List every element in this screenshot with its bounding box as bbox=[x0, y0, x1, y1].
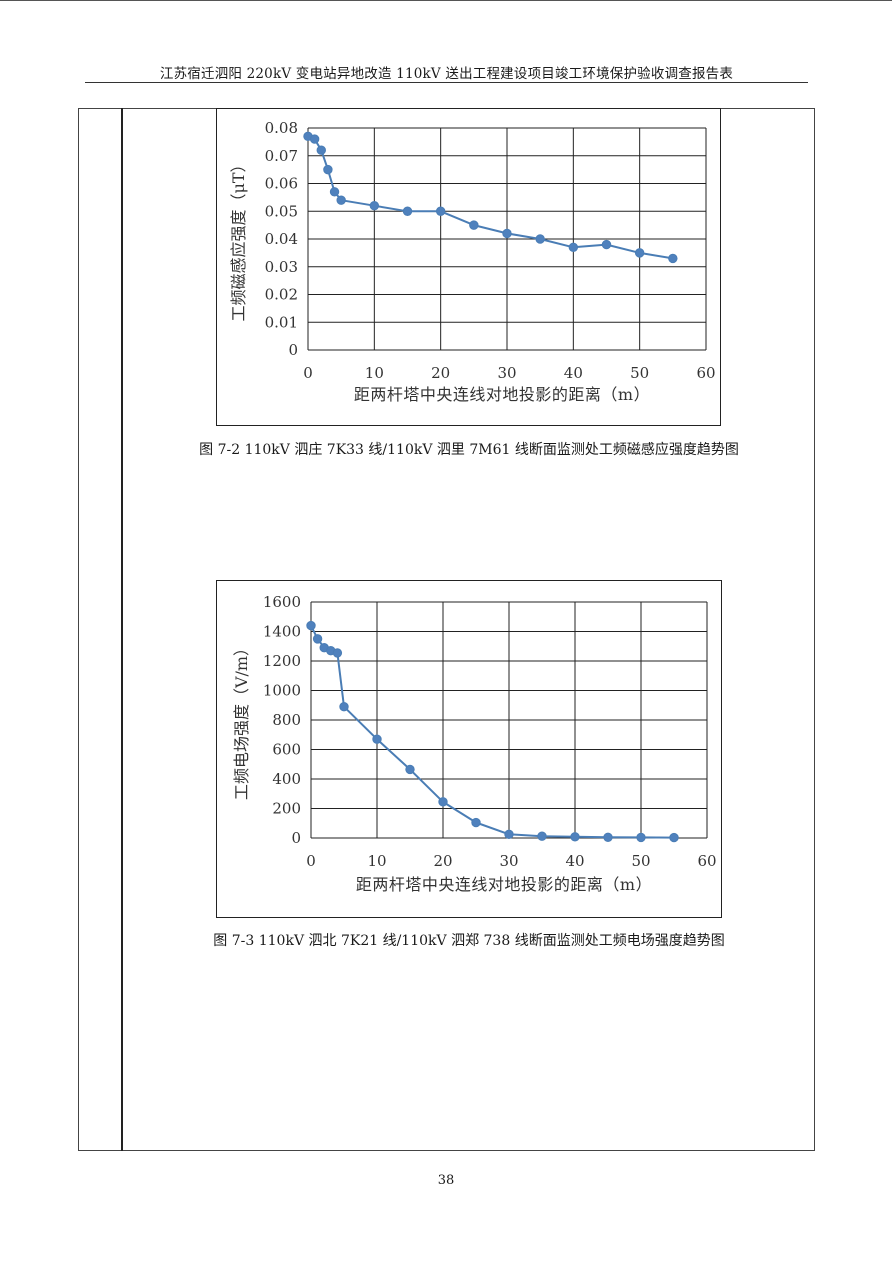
electric-y-tick-label: 1400 bbox=[263, 623, 301, 641]
magnetic-data-point bbox=[469, 220, 479, 230]
electric-x-tick-label: 20 bbox=[433, 852, 452, 870]
magnetic-y-tick-label: 0.01 bbox=[265, 313, 298, 331]
electric-x-tick-label: 10 bbox=[367, 852, 386, 870]
report-form-label-column bbox=[78, 108, 123, 1151]
electric-y-tick-label: 800 bbox=[272, 711, 301, 729]
electric-data-point bbox=[669, 832, 679, 843]
magnetic-data-point bbox=[668, 253, 678, 264]
electric-data-point bbox=[603, 832, 613, 842]
magnetic-data-point bbox=[323, 164, 333, 175]
electric-data-point bbox=[339, 702, 349, 712]
magnetic-y-tick-label: 0.05 bbox=[265, 202, 298, 220]
magnetic-data-point bbox=[601, 239, 612, 250]
magnetic-data-point bbox=[369, 201, 380, 211]
magnetic-field-chart-svg: 0 10 20 30 40 50 60 0 0.01 0.02 0.03 0.04 0.05 0.06 0.… bbox=[229, 119, 716, 404]
electric-y-tick-label: 200 bbox=[272, 800, 301, 818]
electric-data-point bbox=[570, 832, 580, 842]
electric-x-tick-label: 0 bbox=[306, 852, 316, 870]
page-number: 38 bbox=[437, 1173, 455, 1188]
electric-x-tick-label: 60 bbox=[697, 852, 716, 870]
magnetic-x-tick-label: 40 bbox=[564, 364, 583, 382]
electric-data-point bbox=[504, 829, 514, 840]
magnetic-data-point bbox=[309, 134, 320, 144]
electric-data-point bbox=[438, 797, 448, 807]
electric-field-chart: 0 10 20 30 40 50 60 0 200 400 600 800 1000 1200 1400 16… bbox=[216, 580, 722, 918]
electric-x-tick-label: 50 bbox=[631, 852, 650, 870]
magnetic-y-tick-label: 0.04 bbox=[265, 230, 298, 248]
magnetic-series-line bbox=[307, 135, 673, 260]
magnetic-data-point bbox=[568, 242, 579, 253]
report-header-title: 江苏宿迁泗阳 220kV 变电站异地改造 110kV 送出工程建设项目竣工环境保… bbox=[159, 66, 734, 82]
magnetic-y-axis-label: 工频磁感应强度（μT） bbox=[229, 156, 248, 321]
magnetic-data-point bbox=[316, 145, 326, 155]
magnetic-x-tick-label: 10 bbox=[365, 364, 384, 382]
electric-y-tick-label: 1200 bbox=[263, 652, 301, 670]
electric-x-tick-label: 30 bbox=[499, 852, 518, 870]
page-top-border bbox=[0, 0, 892, 1]
electric-y-tick-label: 1600 bbox=[263, 593, 301, 611]
magnetic-x-tick-label: 50 bbox=[630, 364, 649, 382]
magnetic-x-tick-label: 0 bbox=[303, 364, 313, 382]
magnetic-y-tick-label: 0.08 bbox=[265, 119, 298, 137]
magnetic-y-tick-label: 0.07 bbox=[265, 147, 298, 165]
magnetic-data-point bbox=[329, 187, 340, 197]
magnetic-y-tick-label: 0 bbox=[288, 341, 298, 359]
electric-data-point bbox=[332, 648, 343, 658]
electric-field-chart-svg: 0 10 20 30 40 50 60020040060080010001200140016… bbox=[232, 593, 717, 894]
figure-7-2-caption: 图 7-2 110kV 泗庄 7K33 线/110kV 泗里 7M61 线断面监… bbox=[199, 442, 739, 458]
magnetic-x-axis-label: 距两杆塔中央连线对地投影的距离（m） bbox=[354, 385, 650, 404]
electric-y-tick-label: 1000 bbox=[263, 682, 301, 700]
header-rule bbox=[85, 82, 808, 83]
electric-data-point bbox=[312, 634, 323, 644]
magnetic-y-tick-label: 0.03 bbox=[265, 258, 298, 276]
magnetic-data-point bbox=[634, 248, 645, 258]
electric-x-axis-label: 距两杆塔中央连线对地投影的距离（m） bbox=[356, 875, 652, 894]
magnetic-y-tick-label: 0.02 bbox=[265, 286, 298, 304]
electric-y-axis-label: 工频电场强度（V/m） bbox=[232, 640, 251, 800]
magnetic-data-point bbox=[336, 195, 346, 205]
electric-data-point bbox=[471, 817, 481, 828]
magnetic-x-tick-label: 20 bbox=[431, 364, 450, 382]
electric-y-tick-label: 600 bbox=[272, 741, 301, 759]
magnetic-data-point bbox=[502, 228, 512, 239]
electric-data-point bbox=[636, 832, 646, 843]
electric-data-point bbox=[306, 620, 316, 631]
magnetic-data-point bbox=[435, 206, 446, 216]
electric-series-line bbox=[310, 625, 675, 839]
electric-data-point bbox=[405, 764, 415, 775]
figure-7-3-caption: 图 7-3 110kV 泗北 7K21 线/110kV 泗郑 738 线断面监测… bbox=[213, 933, 725, 949]
magnetic-y-tick-label: 0.06 bbox=[265, 175, 298, 193]
magnetic-field-chart: 0 10 20 30 40 50 60 0 0.01 0.02 0.03 0.04 0.05 0.06 0.… bbox=[216, 108, 721, 426]
electric-x-tick-label: 40 bbox=[565, 852, 584, 870]
magnetic-x-tick-label: 30 bbox=[497, 364, 516, 382]
electric-y-tick-label: 0 bbox=[291, 829, 301, 847]
magnetic-data-point bbox=[535, 234, 545, 244]
electric-y-tick-label: 400 bbox=[272, 770, 301, 788]
electric-data-point bbox=[537, 831, 547, 841]
electric-data-point bbox=[372, 734, 382, 744]
magnetic-x-tick-label: 60 bbox=[696, 364, 715, 382]
magnetic-data-point bbox=[402, 206, 413, 216]
